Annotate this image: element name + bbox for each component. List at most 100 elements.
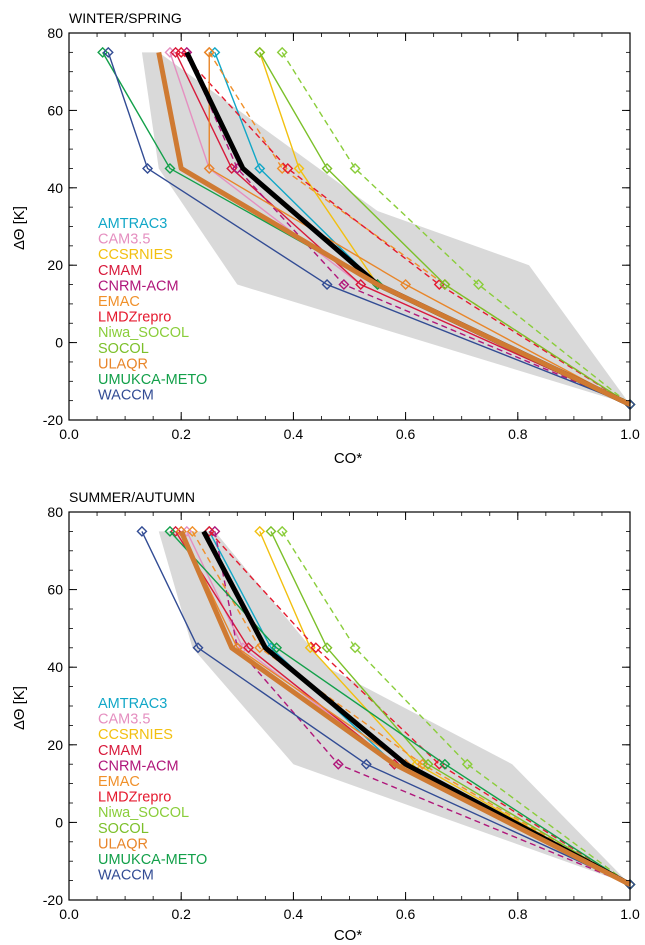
data-point-lmdzrepro (175, 46, 187, 58)
series-line-cnrm-acm (214, 531, 631, 886)
data-point-lmdzrepro (203, 525, 215, 537)
legend-entry-ulaqr: ULAQR (98, 356, 148, 372)
data-point-umukca-meto (164, 162, 176, 174)
legend-entry-ccsrnies: CCSRNIES (98, 247, 173, 263)
series-line-lmdzrepro (180, 51, 631, 406)
model-spread-area (158, 531, 630, 885)
series-line-socol (270, 531, 631, 886)
series-line-observations (178, 530, 632, 887)
x-tick-label: 0.8 (508, 426, 528, 442)
data-point-umukca-meto (271, 642, 283, 654)
y-tick-label: 20 (47, 737, 63, 753)
series-line-waccm (107, 52, 631, 406)
y-tick-label: 20 (47, 257, 63, 273)
y-tick-label: 40 (47, 180, 63, 196)
legend-entry-waccm: WACCM (98, 388, 154, 404)
legend-entry-cmam: CMAM (98, 743, 142, 759)
data-point-waccm (192, 642, 204, 654)
data-point-waccm (136, 525, 148, 537)
series-line-emac (191, 531, 631, 886)
y-tick-label: 0 (55, 814, 63, 830)
data-point-lmdzrepro (310, 642, 322, 654)
data-point-waccm (102, 46, 114, 58)
legend-entry-umukca-meto: UMUKCA-METO (98, 372, 207, 388)
data-point-socol (265, 525, 277, 537)
spread-shading (158, 531, 630, 885)
data-point-lmdzrepro (282, 162, 294, 174)
data-point-niwa-socol (349, 162, 361, 174)
data-point-ulaqr (203, 162, 215, 174)
data-point-emac (186, 525, 198, 537)
data-point-ccsrnies (254, 525, 266, 537)
x-tick-label: 0.4 (284, 906, 304, 922)
axes: 0.0 0.2 0.4 0.6 0.8 1.0 -20 0 20 40 60 80 (43, 504, 640, 922)
legend-entry-niwa-socol: Niwa_SOCOL (98, 805, 189, 821)
legend-entry-emac: EMAC (98, 774, 140, 790)
x-tick-label: 0.2 (171, 426, 191, 442)
y-tick-label: 0 (55, 335, 63, 351)
y-axis-label: ΔΘ [K] (11, 686, 28, 730)
chart-title: SUMMER/AUTUMN (69, 489, 195, 505)
legend-entry-socol: SOCOL (98, 821, 149, 837)
data-point-niwa-socol (461, 758, 473, 770)
data-point-niwa-socol (276, 525, 288, 537)
data-point-cnrm-acm (332, 758, 344, 770)
legend-entry-cmam: CMAM (98, 263, 142, 279)
data-point-socol (321, 162, 333, 174)
data-point-cnrm-acm (338, 279, 350, 291)
series-line-ccsrnies (259, 531, 631, 886)
data-point-socol (422, 758, 434, 770)
data-point-ulaqr (203, 46, 215, 58)
x-tick-label: 1.0 (620, 906, 640, 922)
series-line-niwa-socol (281, 51, 631, 406)
model-spread-area (141, 52, 630, 405)
series-line-cmam (174, 52, 631, 406)
legend-entry-emac: EMAC (98, 294, 140, 310)
data-point-niwa-socol (349, 642, 361, 654)
legend: AMTRAC3CAM3.5CCSRNIESCMAMCNRM-ACMEMACLMD… (98, 696, 207, 884)
chart-title: WINTER/SPRING (69, 10, 182, 26)
y-tick-label: 60 (47, 582, 63, 598)
legend-entry-cam3-5: CAM3.5 (98, 232, 150, 248)
y-tick-label: 40 (47, 659, 63, 675)
legend-entry-niwa-socol: Niwa_SOCOL (98, 325, 189, 341)
y-axis-label: ΔΘ [K] (11, 206, 28, 250)
y-tick-label: -20 (43, 892, 63, 908)
series-line-cnrm-acm (186, 52, 631, 406)
x-tick-label: 0.0 (59, 426, 79, 442)
y-tick-label: 60 (47, 102, 63, 118)
data-point-waccm (321, 279, 333, 291)
data-point-cmam (355, 279, 367, 291)
y-tick-label: -20 (43, 412, 63, 428)
data-point-socol (254, 46, 266, 58)
x-axis-label: CO* (334, 450, 363, 467)
legend-entry-amtrac3: AMTRAC3 (98, 216, 167, 232)
data-point-amtrac3 (254, 162, 266, 174)
x-tick-label: 0.6 (396, 426, 416, 442)
data-point-cmam (243, 642, 255, 654)
legend-entry-socol: SOCOL (98, 341, 149, 357)
series-line-observations (156, 51, 632, 407)
legend-entry-cnrm-acm: CNRM-ACM (98, 278, 179, 294)
axes: 0.0 0.2 0.4 0.6 0.8 1.0 -20 0 20 40 60 80 (43, 25, 640, 442)
legend-entry-cam3-5: CAM3.5 (98, 712, 150, 728)
data-point-ulaqr (400, 279, 412, 291)
x-tick-label: 0.6 (396, 906, 416, 922)
data-point-socol (439, 279, 451, 291)
series-lines (136, 525, 636, 890)
legend-entry-amtrac3: AMTRAC3 (98, 696, 167, 712)
data-point-waccm (360, 758, 372, 770)
data-point-socol (321, 642, 333, 654)
data-point-niwa-socol (473, 279, 485, 291)
legend-entry-lmdzrepro: LMDZrepro (98, 790, 171, 806)
x-tick-label: 1.0 (620, 426, 640, 442)
data-point-waccm (142, 162, 154, 174)
series-line-niwa-socol (281, 531, 631, 886)
x-tick-label: 0.4 (284, 426, 304, 442)
y-tick-label: 80 (47, 504, 63, 520)
series-line-waccm (141, 531, 631, 886)
data-point-umukca-meto (164, 525, 176, 537)
x-tick-label: 0.8 (508, 906, 528, 922)
x-tick-label: 0.0 (59, 906, 79, 922)
